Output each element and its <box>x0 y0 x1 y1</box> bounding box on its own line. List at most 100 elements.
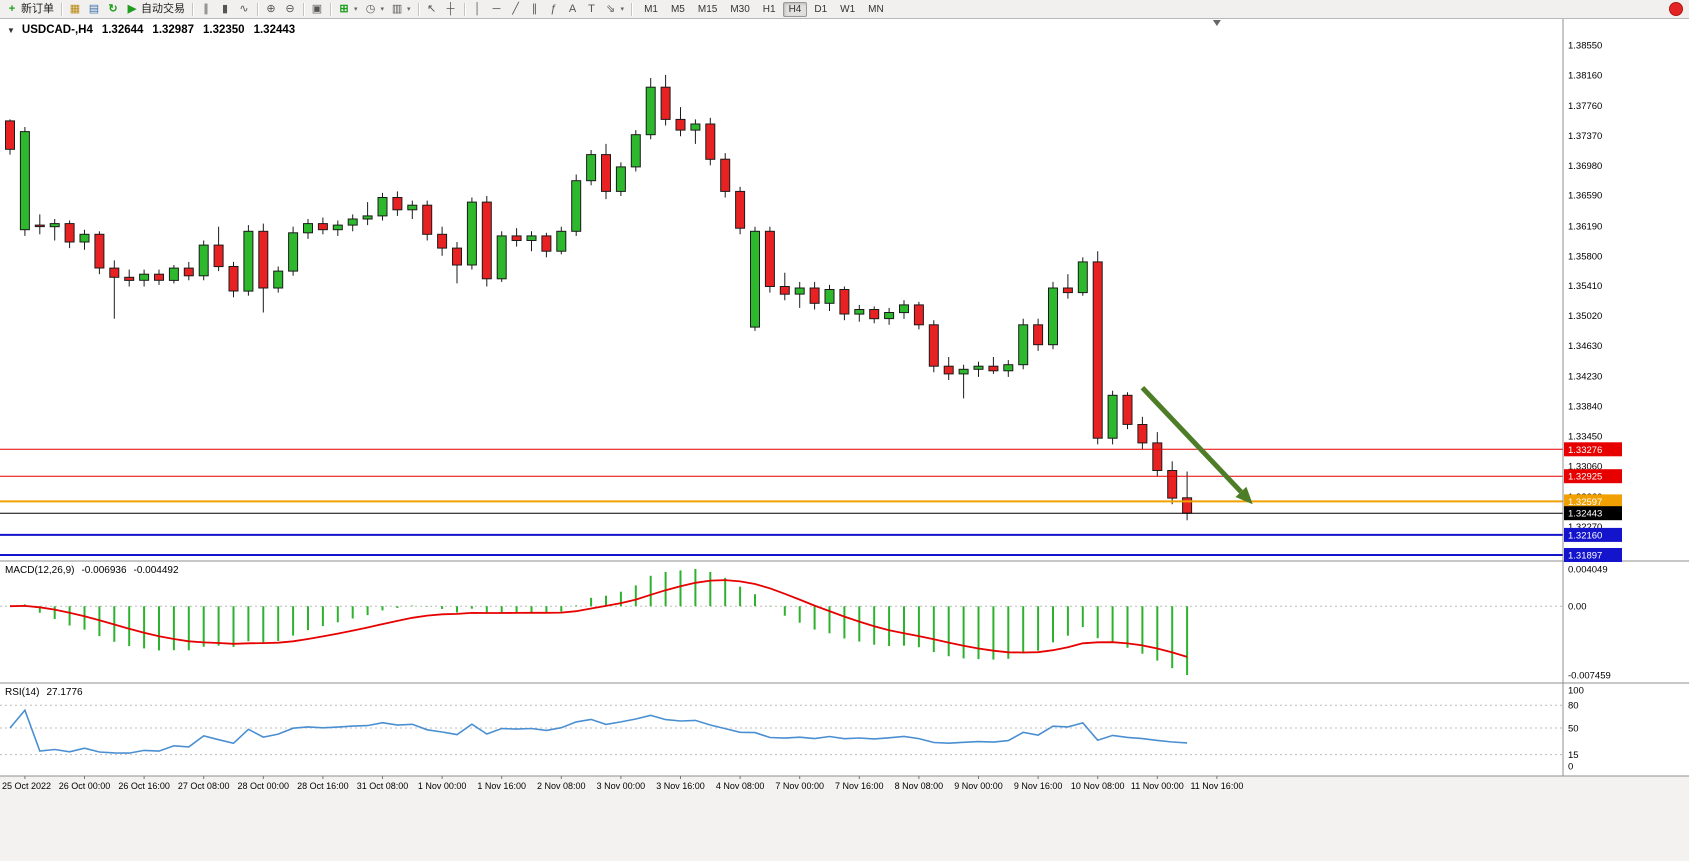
candle <box>988 365 999 372</box>
bar-chart-button[interactable]: ∥ <box>197 1 215 17</box>
crosshair-button[interactable]: ┼ <box>442 1 460 17</box>
candle <box>317 223 328 231</box>
cursor-button[interactable]: ↖ <box>423 1 441 17</box>
candle <box>794 287 805 295</box>
svg-text:1 Nov 16:00: 1 Nov 16:00 <box>477 781 526 791</box>
svg-text:9 Nov 00:00: 9 Nov 00:00 <box>954 781 1003 791</box>
candle <box>109 267 120 278</box>
zoom-in-button[interactable]: ⊕ <box>262 1 280 17</box>
timeframe-button-m1[interactable]: M1 <box>644 3 658 15</box>
timeframe-button-h1[interactable]: H1 <box>762 3 776 15</box>
candle <box>183 267 194 277</box>
new-chart-button[interactable]: ▦ <box>66 1 84 17</box>
indicators-button[interactable]: ⊞ ▾ <box>335 1 361 17</box>
chart-background[interactable] <box>0 19 1689 794</box>
channel-button[interactable]: ∥ <box>526 1 544 17</box>
svg-text:27 Oct 08:00: 27 Oct 08:00 <box>178 781 230 791</box>
timeframe-button-d1[interactable]: D1 <box>814 3 828 15</box>
text-button[interactable]: A <box>564 1 582 17</box>
candle <box>213 244 224 268</box>
candle <box>973 365 984 370</box>
tile-windows-button[interactable]: ▣ <box>308 1 326 17</box>
timeframe-switcher: M1 M5 M15 M30 H1 H4 D1 W1 MN <box>638 1 890 17</box>
templates-dropdown-icon: ▾ <box>407 5 411 13</box>
svg-text:4 Nov 08:00: 4 Nov 08:00 <box>716 781 765 791</box>
chart-canvas[interactable]: 0.0040490.00-0.00745910080501501.385501.… <box>0 19 1689 794</box>
svg-text:1.33450: 1.33450 <box>1568 432 1602 443</box>
svg-text:1.38550: 1.38550 <box>1568 41 1602 52</box>
candle <box>854 309 865 315</box>
svg-text:1.32925: 1.32925 <box>1568 472 1602 483</box>
time-axis-strip <box>0 776 1689 794</box>
bar-low-value: 1.32350 <box>203 24 245 36</box>
candle <box>690 123 701 131</box>
chart-shift-marker[interactable] <box>1212 20 1221 26</box>
svg-text:1.33276: 1.33276 <box>1568 445 1602 456</box>
svg-text:9 Nov 16:00: 9 Nov 16:00 <box>1014 781 1063 791</box>
arrows-tool-button[interactable]: ⇘ ▾ <box>602 1 628 17</box>
bar-open-value: 1.32644 <box>101 24 144 36</box>
macd-axis: 0.004049 0.00 -0.007459 <box>1568 565 1611 682</box>
horizontal-line-icon: ─ <box>492 2 501 15</box>
candles-layer <box>5 74 1193 521</box>
svg-text:11 Nov 00:00: 11 Nov 00:00 <box>1131 781 1184 791</box>
rsi-label-row: RSI(14) 27.1776 <box>5 687 83 698</box>
svg-text:1.36980: 1.36980 <box>1568 161 1602 172</box>
hline-objects[interactable] <box>0 448 1563 556</box>
candle <box>1137 424 1148 444</box>
candle <box>899 304 909 314</box>
auto-trading-button[interactable]: ▶ 自动交易 <box>123 1 188 17</box>
candle <box>750 230 760 328</box>
macd-name: MACD(12,26,9) <box>5 565 75 576</box>
macd-signal-value: -0.004492 <box>133 565 179 576</box>
svg-text:1.31897: 1.31897 <box>1568 551 1602 562</box>
fibonacci-button[interactable]: ƒ <box>545 1 563 17</box>
candle <box>615 166 626 192</box>
timeframe-button-m15[interactable]: M15 <box>697 3 718 15</box>
bar-close-value: 1.32443 <box>253 24 296 36</box>
profiles-button[interactable]: ▤ <box>85 1 103 17</box>
periods-button[interactable]: ◷ ▾ <box>362 1 388 17</box>
timeframe-button-h4[interactable]: H4 <box>782 1 808 17</box>
svg-text:1.33840: 1.33840 <box>1568 402 1602 413</box>
one-click-trading-toggle[interactable]: ▼ <box>7 25 15 35</box>
timeframe-button-m5[interactable]: M5 <box>670 3 685 15</box>
horizontal-line-button[interactable]: ─ <box>488 1 506 17</box>
candle <box>1092 261 1103 439</box>
toolbar-separator <box>463 2 465 16</box>
timeframe-button-m30[interactable]: M30 <box>730 3 750 15</box>
notification-badge[interactable] <box>1669 2 1683 16</box>
candle <box>407 204 418 211</box>
toolbar-separator <box>330 2 331 16</box>
candle <box>869 309 880 320</box>
new-chart-icon: ▦ <box>69 2 81 15</box>
timeframe-button-mn[interactable]: MN <box>868 3 884 15</box>
svg-text:1.34230: 1.34230 <box>1568 372 1602 383</box>
candlestick-chart-button[interactable]: ▮ <box>216 1 234 17</box>
new-order-button[interactable]: + 新订单 <box>3 1 57 17</box>
svg-text:26 Oct 00:00: 26 Oct 00:00 <box>59 781 111 791</box>
line-chart-button[interactable]: ∿ <box>235 1 253 17</box>
candle <box>5 120 15 150</box>
candle <box>347 218 358 226</box>
candle <box>705 123 716 160</box>
candle <box>1062 287 1073 294</box>
candle <box>1033 324 1044 346</box>
candle <box>362 215 373 220</box>
zoom-out-button[interactable]: ⊖ <box>281 1 299 17</box>
vertical-line-button[interactable]: │ <box>469 1 487 17</box>
candle <box>556 230 567 252</box>
refresh-button[interactable]: ↻ <box>104 1 122 17</box>
candle <box>198 244 209 277</box>
timeframe-button-w1[interactable]: W1 <box>840 3 856 15</box>
svg-text:1.36190: 1.36190 <box>1568 221 1602 232</box>
text-label-button[interactable]: T <box>583 1 601 17</box>
templates-button[interactable]: ▥ ▾ <box>388 1 414 17</box>
arrows-dropdown-icon: ▾ <box>620 5 625 13</box>
candle <box>824 289 835 304</box>
svg-text:0.00: 0.00 <box>1568 602 1587 613</box>
trend-arrow[interactable] <box>1140 385 1253 505</box>
trendline-button[interactable]: ╱ <box>507 1 525 17</box>
candle <box>258 230 269 289</box>
